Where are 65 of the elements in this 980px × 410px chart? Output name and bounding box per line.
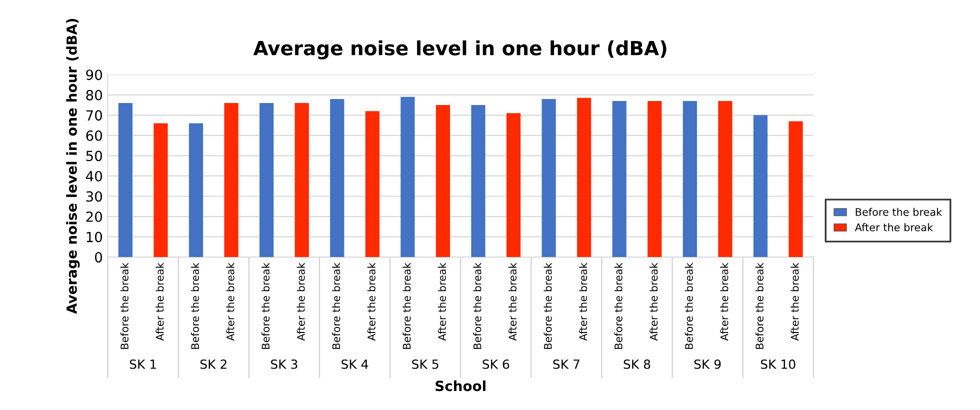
y-tick-label: 10 — [86, 232, 102, 242]
bar — [471, 105, 486, 258]
bar — [753, 115, 768, 258]
legend-label: After the break — [854, 223, 934, 232]
bar — [577, 98, 592, 258]
x-tick-label: Before the break — [544, 262, 552, 349]
x-tick-label: Before the break — [332, 262, 340, 349]
bar — [294, 103, 309, 258]
bar — [436, 105, 450, 258]
text: SK 4 — [342, 359, 368, 369]
text: SK 8 — [624, 359, 650, 369]
bar — [682, 100, 697, 258]
x-tick-label: After the break — [438, 262, 446, 341]
x-tick-label: Before the break — [614, 262, 622, 349]
bar — [648, 100, 662, 258]
x-tick-label: After the break — [579, 262, 588, 341]
bar — [365, 111, 380, 258]
text: SK 7 — [553, 359, 580, 369]
text: SK 6 — [482, 359, 510, 369]
x-tick-label: Before the break — [473, 262, 482, 349]
y-tick-label: 90 — [86, 70, 102, 80]
bar — [224, 103, 238, 258]
text: SK 3 — [270, 359, 298, 369]
x-tick-label: After the break — [226, 262, 234, 341]
text: SK 1 — [130, 359, 156, 369]
bar — [400, 96, 415, 258]
y-axis-title: Average noise level in one hour (dBA) — [66, 18, 80, 314]
legend-label: Before the break — [856, 208, 942, 216]
bar — [718, 100, 732, 258]
x-tick-label: After the break — [156, 262, 164, 341]
bar — [260, 103, 274, 258]
y-tick-label: 80 — [86, 90, 102, 100]
x-tick-label: Before the break — [755, 262, 764, 349]
bar — [330, 98, 344, 258]
bar — [788, 121, 803, 258]
x-tick-label: After the break — [367, 262, 376, 341]
text: SK 9 — [694, 359, 721, 369]
text: SK 2 — [200, 359, 226, 369]
x-tick-label: After the break — [296, 262, 305, 341]
x-tick-label: After the break — [650, 262, 658, 341]
x-tick-label: Before the break — [120, 262, 128, 349]
bar — [188, 123, 204, 258]
bar — [118, 103, 132, 258]
y-tick-label: 70 — [86, 110, 102, 121]
x-tick-label: Before the break — [262, 262, 270, 349]
y-tick-label: 30 — [86, 191, 102, 202]
bar — [612, 100, 626, 258]
y-tick-label: 60 — [86, 130, 102, 141]
y-tick-label: 40 — [86, 170, 102, 182]
x-tick-label: After the break — [508, 262, 517, 341]
text: SK 10 — [760, 359, 796, 369]
x-axis-title: School — [436, 380, 486, 392]
y-tick-label: 20 — [86, 211, 102, 222]
x-tick-label: Before the break — [402, 262, 411, 349]
x-tick-label: Before the break — [190, 262, 200, 349]
text: SK 5 — [412, 359, 438, 369]
x-tick-label: After the break — [790, 262, 799, 341]
bar — [542, 98, 556, 258]
x-tick-label: Before the break — [684, 262, 693, 349]
x-tick-label: After the break — [720, 262, 728, 341]
y-tick-label: 50 — [86, 150, 102, 162]
bar — [154, 123, 168, 258]
chart-title: Average noise level in one hour (dBA) — [253, 40, 666, 60]
bar — [506, 113, 521, 258]
y-tick-label: 0 — [95, 252, 102, 263]
